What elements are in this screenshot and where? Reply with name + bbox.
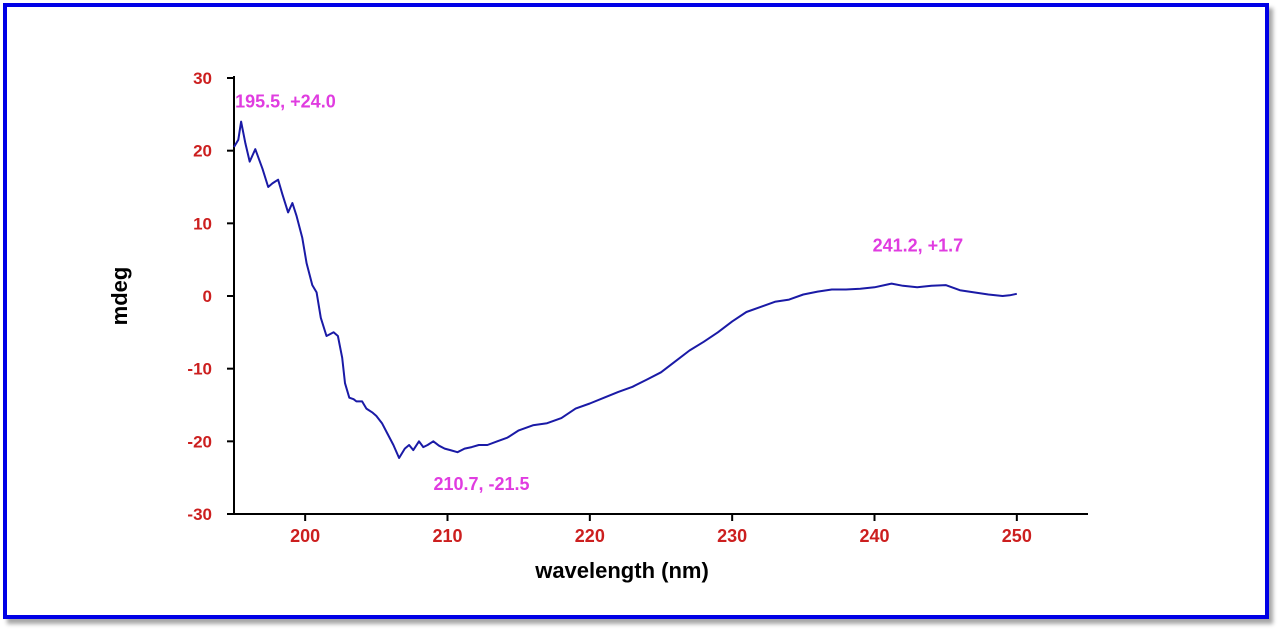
- figure-frame: [3, 3, 1269, 619]
- y-tick-label: 30: [193, 69, 212, 88]
- y-tick-label: 10: [193, 214, 212, 233]
- y-axis-title: mdeg: [107, 267, 132, 326]
- y-tick-label: -20: [187, 432, 212, 451]
- axes: [233, 76, 1088, 515]
- y-axis-ticks: -30 -20 -10 0 10 20 30: [187, 69, 234, 524]
- x-axis-title: wavelength (nm): [534, 558, 709, 583]
- x-tick-label: 210: [432, 526, 462, 546]
- y-tick-label: 20: [193, 142, 212, 161]
- annotations: 195.5, +24.0 210.7, -21.5 241.2, +1.7: [235, 92, 963, 495]
- x-tick-label: 220: [575, 526, 605, 546]
- y-tick-label: -30: [187, 505, 212, 524]
- series-line: [233, 120, 1018, 459]
- x-tick-label: 230: [717, 526, 747, 546]
- x-tick-label: 240: [859, 526, 889, 546]
- x-tick-label: 200: [290, 526, 320, 546]
- x-tick-label: 250: [1002, 526, 1032, 546]
- y-tick-label: 0: [203, 287, 212, 306]
- y-tick-label: -10: [187, 360, 212, 379]
- annotation-label: 210.7, -21.5: [433, 474, 529, 494]
- annotation-label: 195.5, +24.0: [235, 92, 336, 112]
- x-axis-ticks: 200 210 220 230 240 250: [290, 514, 1032, 546]
- annotation-label: 241.2, +1.7: [873, 236, 964, 256]
